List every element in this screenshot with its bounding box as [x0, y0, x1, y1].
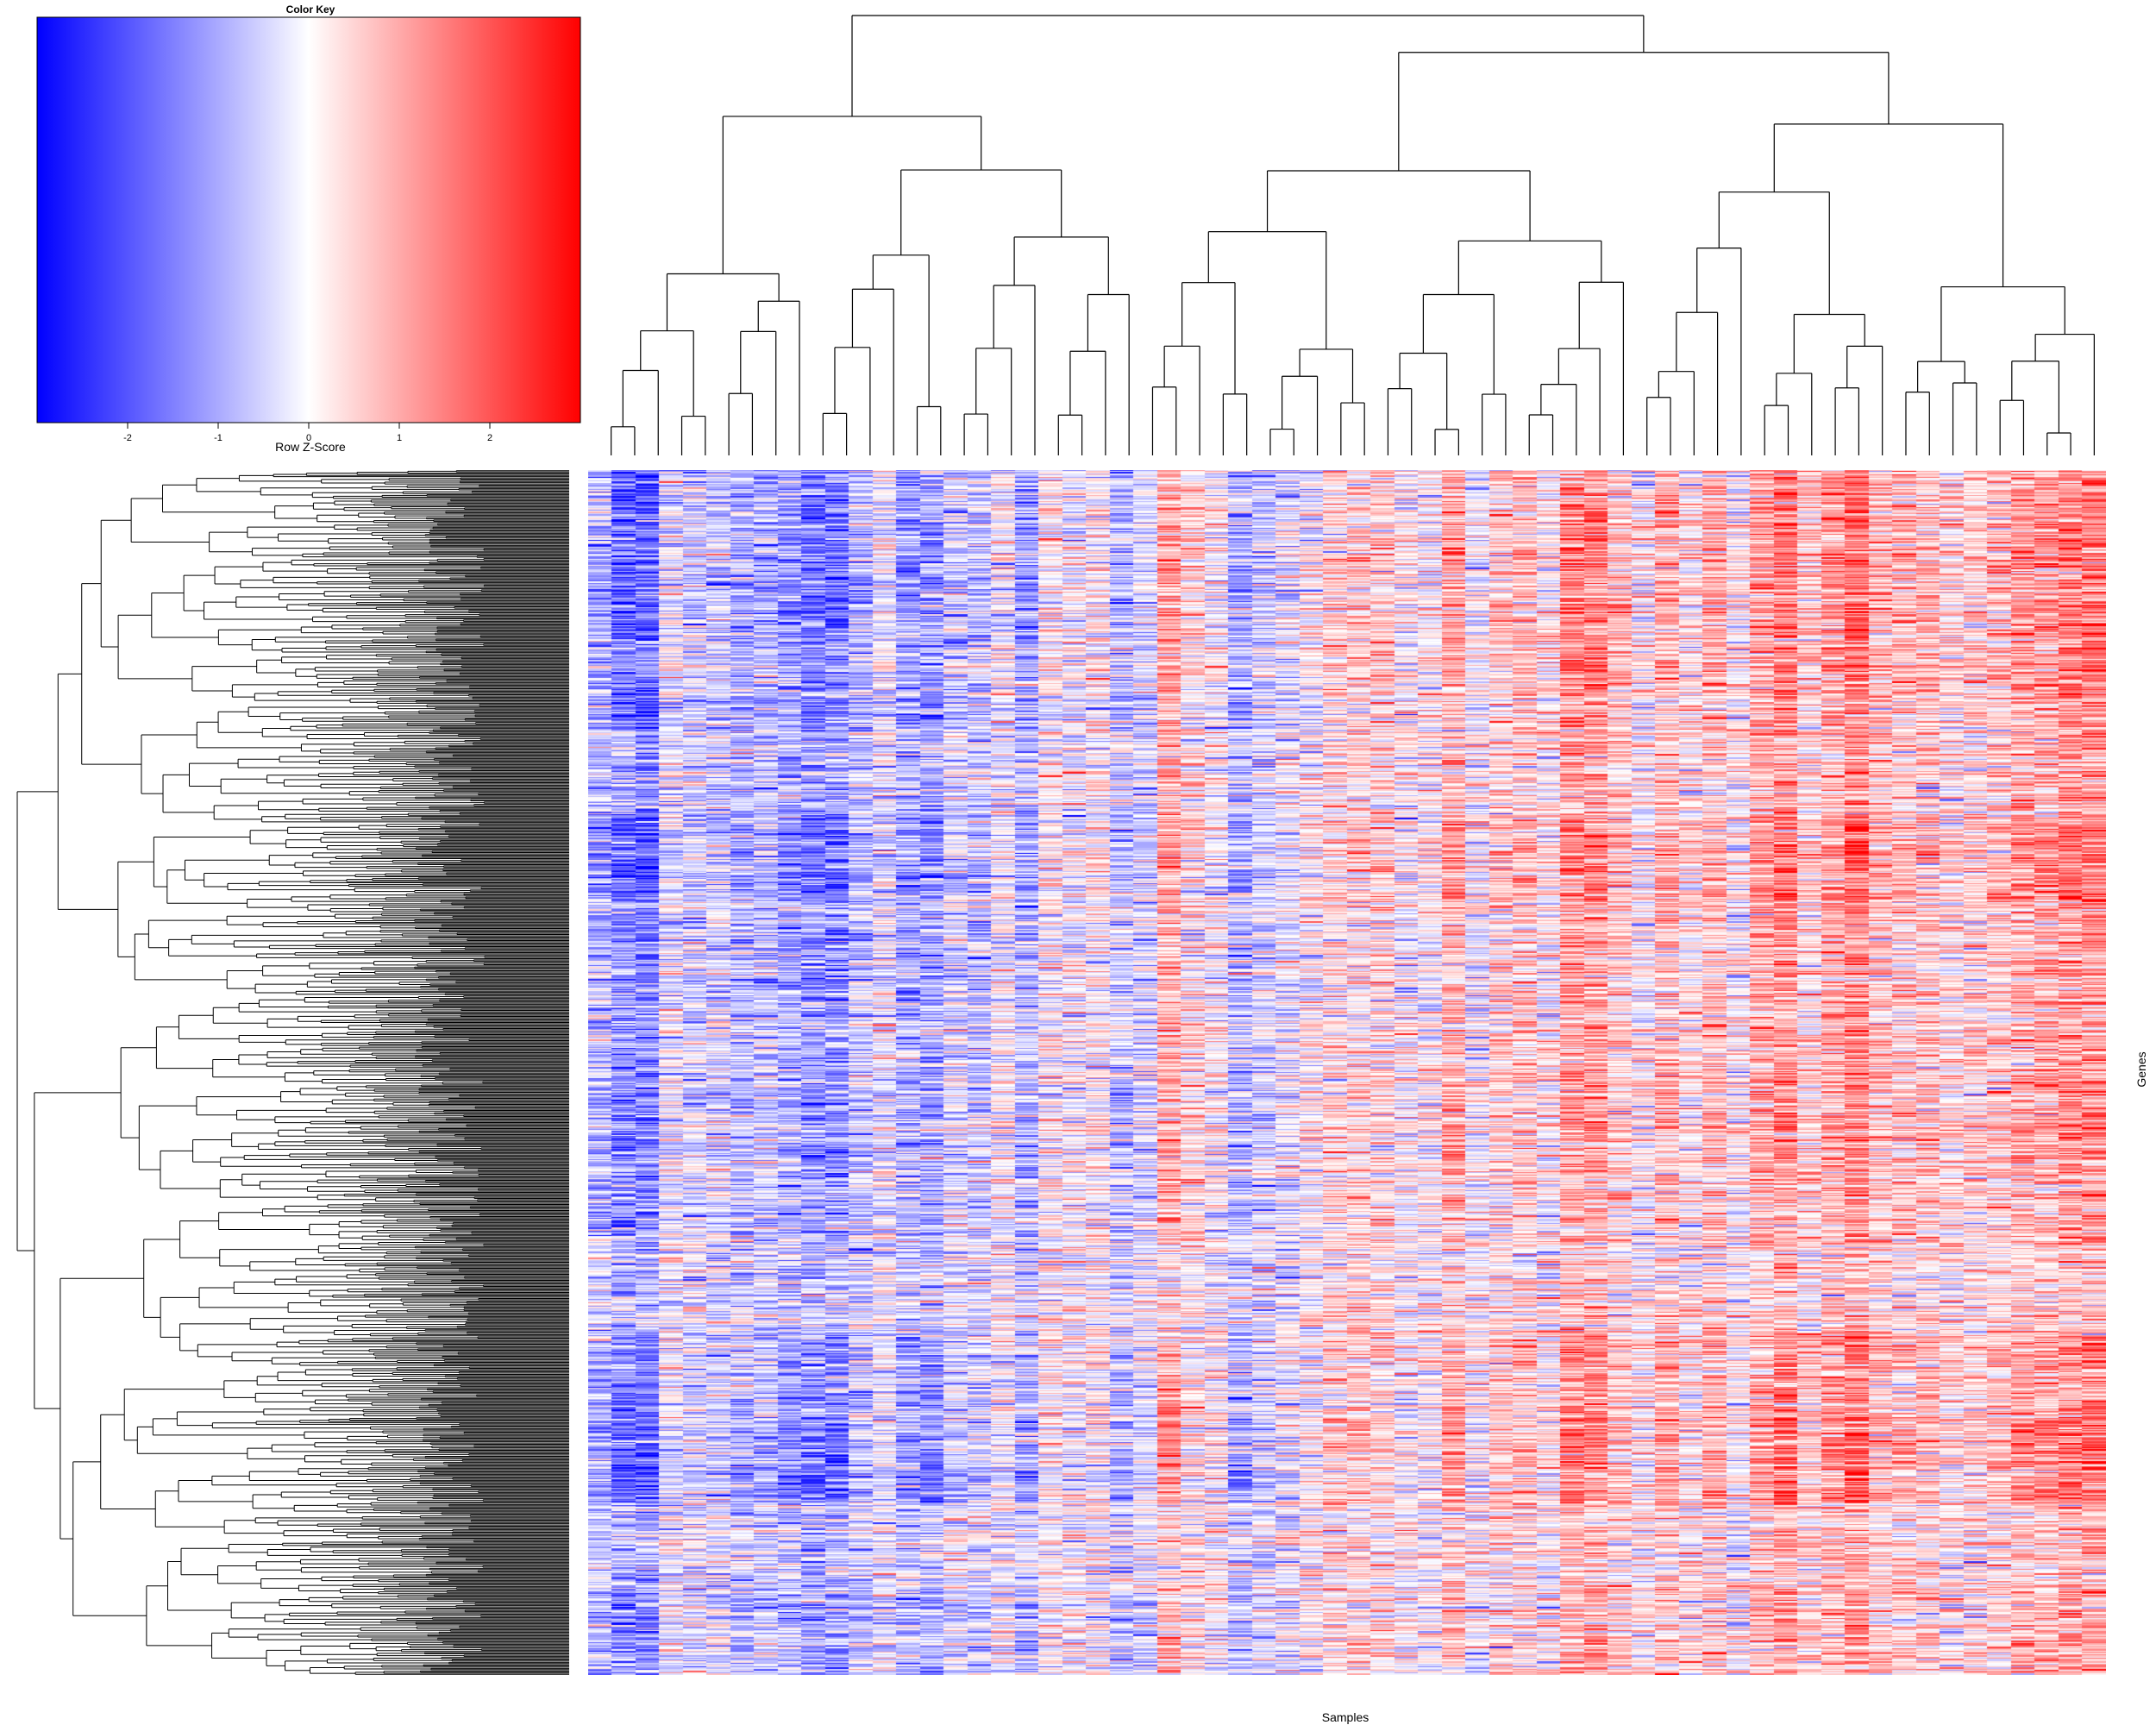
y-axis-label: Genes — [2134, 1051, 2148, 1088]
heatmap-cells — [588, 470, 2106, 1675]
color-key: -2 -1 0 1 2 — [36, 16, 581, 443]
color-key-tick-label: -2 — [123, 433, 132, 443]
color-key-tick-label: 2 — [487, 433, 492, 443]
color-key-ticks: -2 -1 0 1 2 — [123, 423, 492, 443]
x-axis-label: Samples — [1321, 1710, 1369, 1724]
color-key-label: Row Z-Score — [275, 440, 346, 454]
color-key-title: Color Key — [285, 3, 335, 16]
color-key-gradient — [36, 16, 581, 423]
color-key-tick-label: 1 — [397, 433, 402, 443]
row-dendrogram — [16, 470, 569, 1675]
column-dendrogram — [611, 15, 2095, 455]
color-key-tick-label: -1 — [214, 433, 222, 443]
color-key-tick-label: 0 — [306, 433, 311, 443]
